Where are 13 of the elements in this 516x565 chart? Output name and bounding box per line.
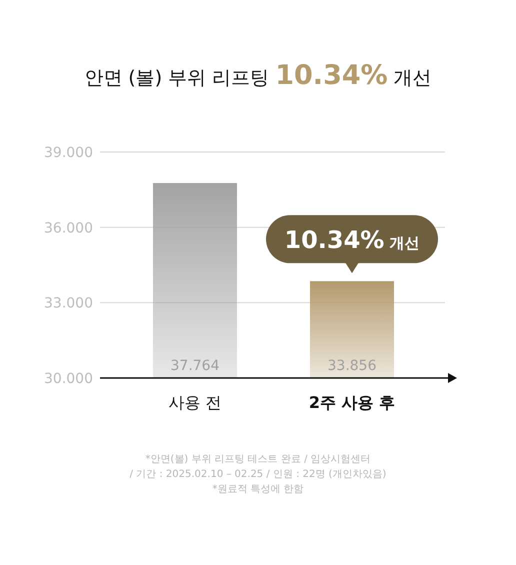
chart-title: 안면 (볼) 부위 리프팅 10.34% 개선: [84, 60, 432, 91]
annotation: 10.34% 개선: [284, 226, 420, 254]
data-label: 33.856: [328, 358, 377, 374]
text: / 기간 : 2025.02.10 – 02.25 / 인원 : 22명 (개인차있음): [130, 469, 386, 480]
y-tick-label: 36.000: [44, 220, 93, 236]
y-tick-label: 39.000: [44, 145, 93, 161]
text: *안면(볼) 부위 리프팅 테스트 완료 / 임상시험센터: [145, 454, 371, 465]
x-tick-label: 2주 사용 후: [308, 393, 396, 412]
y-tick-label: 30.000: [44, 371, 93, 387]
text: *원료적 특성에 한함: [212, 484, 304, 495]
y-tick-label: 33.000: [44, 296, 93, 312]
data-label: 37.764: [170, 358, 220, 374]
x-tick-label: 사용 전: [168, 393, 222, 412]
